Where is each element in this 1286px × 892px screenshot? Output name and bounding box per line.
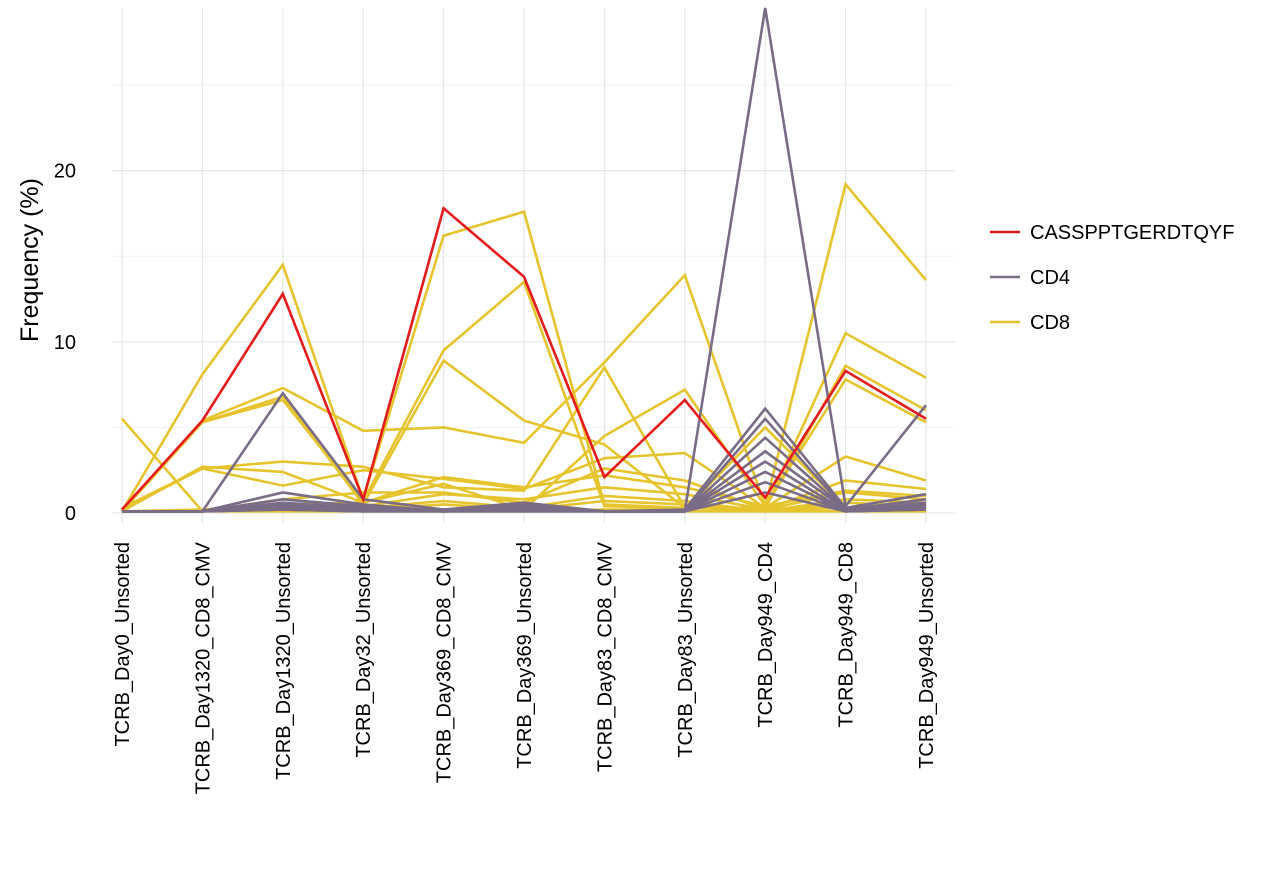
series-line-cd8 — [121, 181, 927, 513]
series-line-casspptgerdtqyf — [121, 205, 927, 511]
y-tick-label: 0 — [65, 503, 76, 525]
y-axis-ticks: 0 10 20 — [54, 161, 76, 525]
x-tick-label: TCRB_Day32_Unsorted — [353, 542, 375, 758]
x-tick-label: TCRB_Day83_CD8_CMV — [594, 541, 616, 772]
series-line-cd4 — [122, 406, 927, 513]
legend: CASSPPTGERDTQYF CD4 CD8 — [990, 222, 1234, 334]
series-line-cd4 — [122, 491, 927, 513]
x-tick-label: TCRB_Day369_CD8_CMV — [434, 541, 456, 783]
y-axis-label: Frequency (%) — [16, 178, 44, 342]
series-lines — [120, 7, 928, 513]
x-tick-label: TCRB_Day949_CD4 — [755, 542, 777, 728]
x-tick-label: TCRB_Day1320_Unsorted — [273, 542, 295, 780]
x-tick-label: TCRB_Day949_Unsorted — [916, 542, 938, 769]
grid — [112, 8, 955, 523]
x-tick-label: TCRB_Day83_Unsorted — [675, 542, 697, 758]
x-tick-label: TCRB_Day949_CD8 — [836, 542, 858, 728]
x-tick-label: TCRB_Day0_Unsorted — [112, 542, 134, 747]
legend-label: CD4 — [1030, 267, 1070, 289]
y-tick-label: 20 — [54, 161, 76, 183]
legend-label: CASSPPTGERDTQYF — [1030, 222, 1234, 244]
y-tick-label: 10 — [54, 332, 76, 354]
series-line-cd4 — [122, 416, 927, 513]
x-tick-label: TCRB_Day369_Unsorted — [514, 542, 536, 769]
x-axis-ticks: TCRB_Day0_Unsorted TCRB_Day1320_CD8_CMV TC… — [112, 541, 938, 794]
legend-label: CD8 — [1030, 312, 1070, 334]
series-line-cd4 — [122, 7, 928, 513]
x-tick-label: TCRB_Day1320_CD8_CMV — [192, 541, 214, 794]
